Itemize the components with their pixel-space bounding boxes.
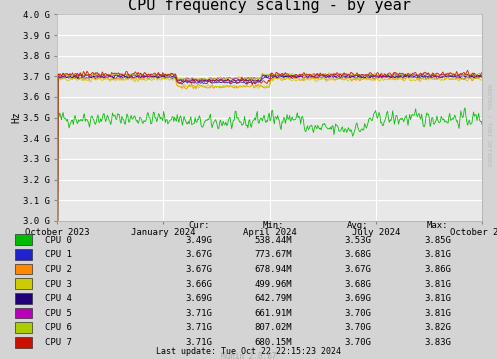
Text: 3.49G: 3.49G [185,236,212,245]
Text: CPU 2: CPU 2 [45,265,72,274]
Text: Cur:: Cur: [188,221,210,230]
Text: 499.96M: 499.96M [254,280,292,289]
Text: 680.15M: 680.15M [254,338,292,347]
Text: 773.67M: 773.67M [254,250,292,259]
Text: 3.81G: 3.81G [424,280,451,289]
Text: CPU 7: CPU 7 [45,338,72,347]
Text: 3.83G: 3.83G [424,338,451,347]
Text: Avg:: Avg: [347,221,369,230]
Title: CPU frequency scaling - by year: CPU frequency scaling - by year [128,0,411,13]
Text: 642.79M: 642.79M [254,294,292,303]
Text: CPU 4: CPU 4 [45,294,72,303]
Text: Last update: Tue Oct 22 22:15:23 2024: Last update: Tue Oct 22 22:15:23 2024 [156,346,341,356]
Text: CPU 6: CPU 6 [45,323,72,332]
Y-axis label: Hz: Hz [11,112,21,123]
Text: 3.68G: 3.68G [344,280,371,289]
Text: 3.69G: 3.69G [344,294,371,303]
Text: 3.67G: 3.67G [185,250,212,259]
Text: 3.70G: 3.70G [344,323,371,332]
Text: 3.69G: 3.69G [185,294,212,303]
Text: CPU 0: CPU 0 [45,236,72,245]
Text: 3.81G: 3.81G [424,309,451,318]
Text: Max:: Max: [426,221,448,230]
Text: 3.81G: 3.81G [424,294,451,303]
Text: 3.71G: 3.71G [185,309,212,318]
Text: 3.70G: 3.70G [344,338,371,347]
Text: 807.02M: 807.02M [254,323,292,332]
Text: 678.94M: 678.94M [254,265,292,274]
Text: RRDTOOL / TOBI OETIKER: RRDTOOL / TOBI OETIKER [486,84,491,167]
Text: Min:: Min: [262,221,284,230]
Text: 3.81G: 3.81G [424,250,451,259]
Text: CPU 1: CPU 1 [45,250,72,259]
Text: 3.86G: 3.86G [424,265,451,274]
Text: 3.67G: 3.67G [344,265,371,274]
Text: 3.85G: 3.85G [424,236,451,245]
Text: Munin 2.0.67: Munin 2.0.67 [221,352,276,359]
Text: 3.53G: 3.53G [344,236,371,245]
Text: 538.44M: 538.44M [254,236,292,245]
Text: 661.91M: 661.91M [254,309,292,318]
Text: 3.71G: 3.71G [185,338,212,347]
Text: 3.71G: 3.71G [185,323,212,332]
Text: 3.67G: 3.67G [185,265,212,274]
Text: 3.68G: 3.68G [344,250,371,259]
Text: 3.70G: 3.70G [344,309,371,318]
Text: 3.66G: 3.66G [185,280,212,289]
Text: 3.82G: 3.82G [424,323,451,332]
Text: CPU 3: CPU 3 [45,280,72,289]
Text: CPU 5: CPU 5 [45,309,72,318]
